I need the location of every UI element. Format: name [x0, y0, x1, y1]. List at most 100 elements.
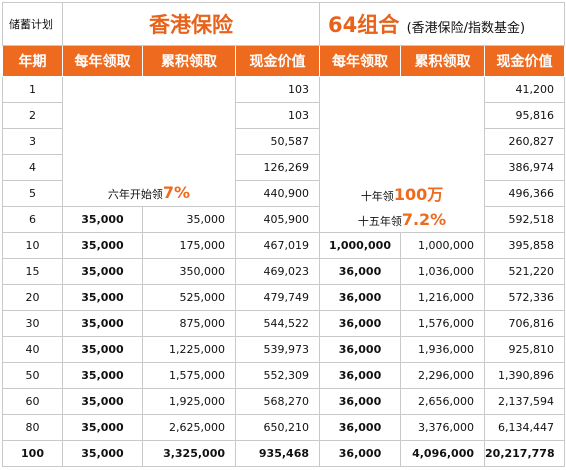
b-annual-cell: 36,000 — [319, 258, 402, 285]
year-cell: 100 — [2, 440, 63, 467]
b-annual-cell: 1,000,000 — [319, 232, 402, 259]
a-cash-value-cell: 650,210 — [234, 414, 321, 441]
note-b2-text: 十五年领 — [357, 215, 402, 228]
table-row: 15 35,000 350,000 469,023 36,000 1,036,000 521… — [2, 258, 566, 285]
col-b-cash-value: 现金价值 — [484, 45, 566, 77]
b-cash-value-cell: 41,200 — [484, 76, 566, 103]
note-b2: 十五年领7.2% — [321, 207, 484, 232]
b-cash-value-cell: 1,390,896 — [484, 362, 566, 389]
b-cash-value-cell: 2,137,594 — [484, 388, 566, 415]
note-a-text: 六年开始领 — [107, 188, 163, 201]
year-cell: 40 — [2, 336, 63, 363]
year-cell: 5 — [2, 180, 63, 207]
a-cumulative-cell: 1,575,000 — [142, 362, 236, 389]
note-a-cell: 六年开始领7% — [62, 76, 236, 207]
a-cash-value-cell: 103 — [234, 76, 321, 103]
title-64-combo: 64组合 (香港保险/指数基金) — [319, 2, 566, 46]
a-annual-cell: 35,000 — [62, 258, 143, 285]
a-annual-cell: 35,000 — [62, 388, 143, 415]
year-cell: 80 — [2, 414, 63, 441]
b-cash-value-cell: 95,816 — [484, 102, 566, 129]
a-cumulative-cell: 2,625,000 — [142, 414, 236, 441]
note-b2-highlight: 7.2% — [401, 210, 447, 229]
b-cumulative-cell: 1,576,000 — [400, 310, 486, 337]
year-cell: 30 — [2, 310, 63, 337]
b-cash-value-cell: 706,816 — [484, 310, 566, 337]
a-annual-cell: 35,000 — [62, 336, 143, 363]
a-cash-value-cell: 469,023 — [234, 258, 321, 285]
table-row: 100 35,000 3,325,000 935,468 36,000 4,096,000… — [2, 440, 566, 467]
a-cash-value-cell: 126,269 — [234, 154, 321, 181]
a-annual-cell: 35,000 — [62, 362, 143, 389]
note-b-cell: 十年领100万 十五年领7.2% — [319, 76, 486, 233]
a-annual-cell: 35,000 — [62, 414, 143, 441]
b-cash-value-cell: 521,220 — [484, 258, 566, 285]
note-b1-highlight: 100万 — [393, 185, 444, 204]
a-cash-value-cell: 539,973 — [234, 336, 321, 363]
b-cash-value-cell: 496,366 — [484, 180, 566, 207]
year-cell: 60 — [2, 388, 63, 415]
a-cumulative-cell: 1,225,000 — [142, 336, 236, 363]
a-cumulative-cell: 350,000 — [142, 258, 236, 285]
year-cell: 1 — [2, 76, 63, 103]
b-annual-cell: 36,000 — [319, 414, 402, 441]
column-header-row: 年期 每年领取 累积领取 现金价值 每年领取 累积领取 现金价值 — [2, 45, 566, 77]
year-cell: 4 — [2, 154, 63, 181]
a-annual-cell: 35,000 — [62, 232, 143, 259]
table-row: 1 六年开始领7% 103 十年领100万 十五年领7.2% 41,200 — [2, 76, 566, 233]
title-64-combo-main: 64组合 — [328, 13, 400, 37]
b-cash-value-cell: 592,518 — [484, 206, 566, 233]
b-annual-cell: 36,000 — [319, 310, 402, 337]
a-cumulative-cell: 525,000 — [142, 284, 236, 311]
col-year: 年期 — [2, 45, 63, 77]
col-b-annual: 每年领取 — [319, 45, 402, 77]
a-cumulative-cell: 35,000 — [142, 206, 236, 233]
year-cell: 20 — [2, 284, 63, 311]
header-row: 储蓄计划 香港保险 64组合 (香港保险/指数基金) — [2, 2, 566, 46]
b-cumulative-cell: 2,656,000 — [400, 388, 486, 415]
year-cell: 6 — [2, 206, 63, 233]
year-cell: 10 — [2, 232, 63, 259]
title-hk-insurance: 香港保险 — [61, 2, 321, 46]
note-a: 六年开始领7% — [64, 183, 235, 206]
a-cash-value-cell: 467,019 — [234, 232, 321, 259]
b-annual-cell: 36,000 — [319, 388, 402, 415]
title-64-combo-sub: (香港保险/指数基金) — [406, 21, 526, 36]
a-cash-value-cell: 568,270 — [234, 388, 321, 415]
a-cash-value-cell: 544,522 — [234, 310, 321, 337]
col-a-cash-value: 现金价值 — [234, 45, 321, 77]
b-cash-value-cell: 6,134,447 — [484, 414, 566, 441]
b-cumulative-cell: 1,000,000 — [400, 232, 486, 259]
b-cash-value-cell: 386,974 — [484, 154, 566, 181]
table-row: 20 35,000 525,000 479,749 36,000 1,216,000 572… — [2, 284, 566, 311]
a-annual-cell: 35,000 — [62, 206, 143, 233]
table-row: 50 35,000 1,575,000 552,309 36,000 2,296,000 1… — [2, 362, 566, 389]
plan-label: 储蓄计划 — [2, 2, 63, 46]
col-b-cumulative: 累积领取 — [400, 45, 486, 77]
year-cell: 2 — [2, 102, 63, 129]
table-row: 80 35,000 2,625,000 650,210 36,000 3,376,000 6… — [2, 414, 566, 441]
b-cash-value-cell: 925,810 — [484, 336, 566, 363]
b-cash-value-cell: 572,336 — [484, 284, 566, 311]
note-b1-text: 十年领 — [360, 190, 394, 203]
b-cumulative-cell: 4,096,000 — [400, 440, 486, 467]
b-cash-value-cell: 395,858 — [484, 232, 566, 259]
b-annual-cell: 36,000 — [319, 336, 402, 363]
b-cash-value-cell: 20,217,778 — [484, 440, 566, 467]
a-annual-cell: 35,000 — [62, 284, 143, 311]
a-cash-value-cell: 405,900 — [234, 206, 321, 233]
b-cumulative-cell: 1,216,000 — [400, 284, 486, 311]
table-row: 10 35,000 175,000 467,019 1,000,000 1,000,000… — [2, 232, 566, 259]
a-annual-cell: 35,000 — [62, 440, 143, 467]
year-cell: 3 — [2, 128, 63, 155]
a-cash-value-cell: 440,900 — [234, 180, 321, 207]
table-row: 2 103 95,816 — [2, 102, 566, 129]
note-a-highlight: 7% — [162, 183, 191, 202]
b-annual-cell: 36,000 — [319, 284, 402, 311]
note-b1: 十年领100万 — [321, 182, 484, 207]
col-a-annual: 每年领取 — [62, 45, 143, 77]
a-cumulative-cell: 1,925,000 — [142, 388, 236, 415]
a-cash-value-cell: 103 — [234, 102, 321, 129]
b-cash-value-cell: 260,827 — [484, 128, 566, 155]
